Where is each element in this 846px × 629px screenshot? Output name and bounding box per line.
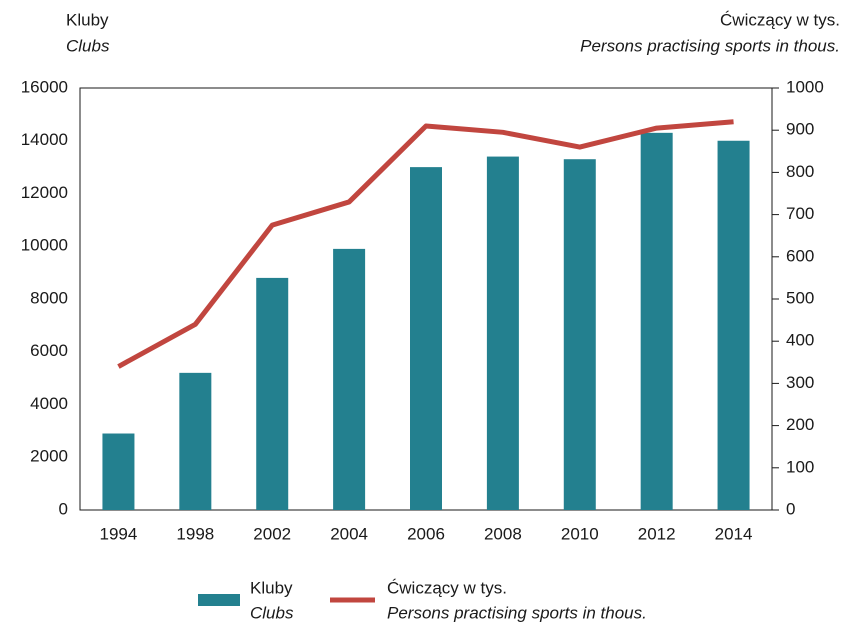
y-tick-label: 8000 [30, 288, 68, 307]
y2-tick-label: 1000 [786, 77, 824, 96]
x-tick-label: 2010 [561, 524, 599, 543]
bar [333, 248, 366, 510]
y2-tick-label: 300 [786, 373, 814, 392]
y-tick-label: 16000 [21, 77, 68, 96]
bar [102, 433, 135, 510]
line [117, 119, 734, 369]
x-tick-label: 2002 [253, 524, 291, 543]
y-tick-label: 2000 [30, 447, 68, 466]
bar [256, 277, 289, 510]
y2-tick-label: 800 [786, 162, 814, 181]
y2-tick-label: 900 [786, 120, 814, 139]
y-tick-label: 10000 [21, 236, 68, 255]
y2-tick-label: 100 [786, 457, 814, 476]
bar [179, 372, 212, 510]
y2-tick-label: 400 [786, 331, 814, 350]
bar [640, 132, 673, 510]
y2-tick-label: 200 [786, 415, 814, 434]
y-tick-label: 14000 [21, 130, 68, 149]
y2-axis-title: Ćwiczący w tys. [720, 10, 840, 29]
x-tick-label: 2014 [715, 524, 753, 543]
bar [486, 156, 519, 510]
y-axis-title: Kluby [66, 10, 109, 29]
x-tick-label: 1994 [100, 524, 138, 543]
y2-tick-label: 700 [786, 204, 814, 223]
y2-tick-label: 500 [786, 288, 814, 307]
x-tick-label: 2006 [407, 524, 445, 543]
y-axis-title-en: Clubs [66, 36, 110, 55]
y-tick-label: 12000 [21, 183, 68, 202]
y-tick-label: 0 [59, 499, 68, 518]
legend-bar-swatch [198, 594, 240, 606]
y-tick-label: 6000 [30, 341, 68, 360]
bar [563, 159, 596, 510]
x-tick-label: 2004 [330, 524, 368, 543]
bar [717, 140, 750, 510]
y2-axis-title-en: Persons practising sports in thous. [580, 36, 840, 55]
legend-label-en: Persons practising sports in thous. [387, 603, 647, 622]
x-tick-label: 2008 [484, 524, 522, 543]
legend-label: Kluby [250, 578, 293, 597]
x-tick-label: 1998 [176, 524, 214, 543]
x-tick-label: 2012 [638, 524, 676, 543]
legend-label-en: Clubs [250, 603, 294, 622]
y-tick-label: 4000 [30, 394, 68, 413]
bar [410, 167, 442, 510]
y2-tick-label: 0 [786, 499, 795, 518]
y2-tick-label: 600 [786, 246, 814, 265]
legend-label: Ćwiczący w tys. [387, 578, 507, 597]
